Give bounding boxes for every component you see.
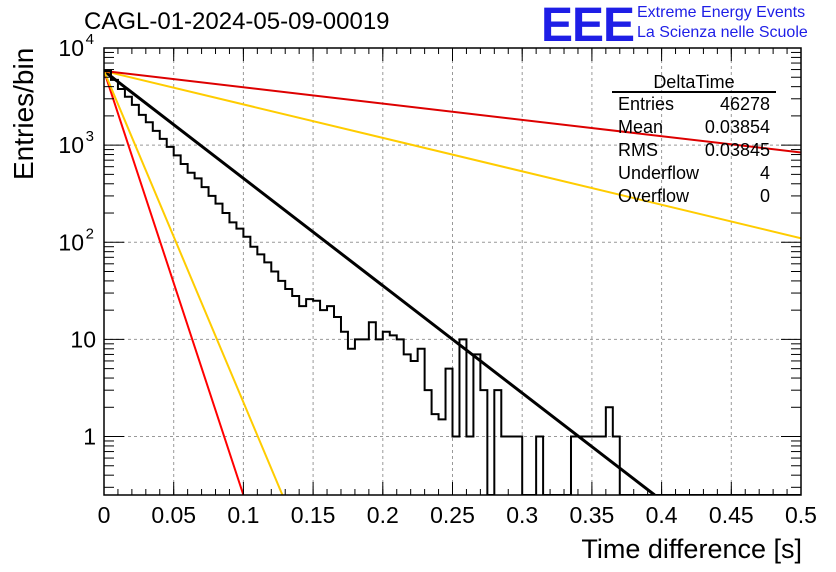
stats-label: Mean xyxy=(618,117,663,137)
series-line-1 xyxy=(104,70,245,495)
brand-line-1: Extreme Energy Events xyxy=(637,4,806,21)
histogram-layer xyxy=(104,69,801,495)
y-tick-label: 10 xyxy=(58,35,84,61)
brand-line-2: La Scienza nelle Scuole xyxy=(637,24,808,41)
series-line-0 xyxy=(104,69,656,495)
tick-layer: 0 0.05 0.1 0.15 0.2 0.25 0.3 0.35 0.4 0.45 0.5 1 10 1… xyxy=(58,31,817,528)
x-tick-label: 0.35 xyxy=(570,502,615,528)
x-tick-label: 0.25 xyxy=(430,502,475,528)
y-tick-label: 1 xyxy=(83,424,96,450)
stats-value: 0.03845 xyxy=(705,140,770,160)
y-tick-label: 10 xyxy=(58,132,84,158)
x-tick-label: 0.2 xyxy=(367,502,399,528)
y-tick-exponent: 2 xyxy=(86,225,94,242)
series-line-2 xyxy=(104,70,284,495)
x-tick-label: 0.15 xyxy=(291,502,336,528)
stats-value: 0 xyxy=(760,186,770,206)
run-title: CAGL-01-2024-05-09-00019 xyxy=(84,8,390,35)
histogram-steps xyxy=(104,69,801,495)
stats-label: RMS xyxy=(618,140,658,160)
x-tick-label: 0.45 xyxy=(709,502,754,528)
eee-logo: EEE xyxy=(541,0,635,52)
stats-label: Underflow xyxy=(618,163,700,183)
x-tick-label: 0.3 xyxy=(506,502,538,528)
y-tick-label: 10 xyxy=(70,326,96,352)
x-tick-label: 0.4 xyxy=(646,502,678,528)
series-line-3 xyxy=(104,70,801,240)
y-tick-exponent: 3 xyxy=(86,128,94,145)
x-tick-label: 0 xyxy=(98,502,111,528)
stats-value: 0.03854 xyxy=(705,117,770,137)
x-axis-label: Time difference [s] xyxy=(581,534,802,564)
y-tick-exponent: 4 xyxy=(86,31,94,48)
stats-label: Entries xyxy=(618,94,674,114)
x-tick-label: 0.05 xyxy=(151,502,196,528)
stats-label: Overflow xyxy=(618,186,690,206)
x-tick-label: 0.1 xyxy=(227,502,259,528)
stats-title: DeltaTime xyxy=(653,72,734,92)
y-tick-label: 10 xyxy=(58,229,84,255)
stats-value: 4 xyxy=(760,163,770,183)
stats-value: 46278 xyxy=(720,94,770,114)
x-tick-label: 0.5 xyxy=(785,502,817,528)
series-line-4 xyxy=(104,69,801,154)
series-layer xyxy=(104,69,801,495)
